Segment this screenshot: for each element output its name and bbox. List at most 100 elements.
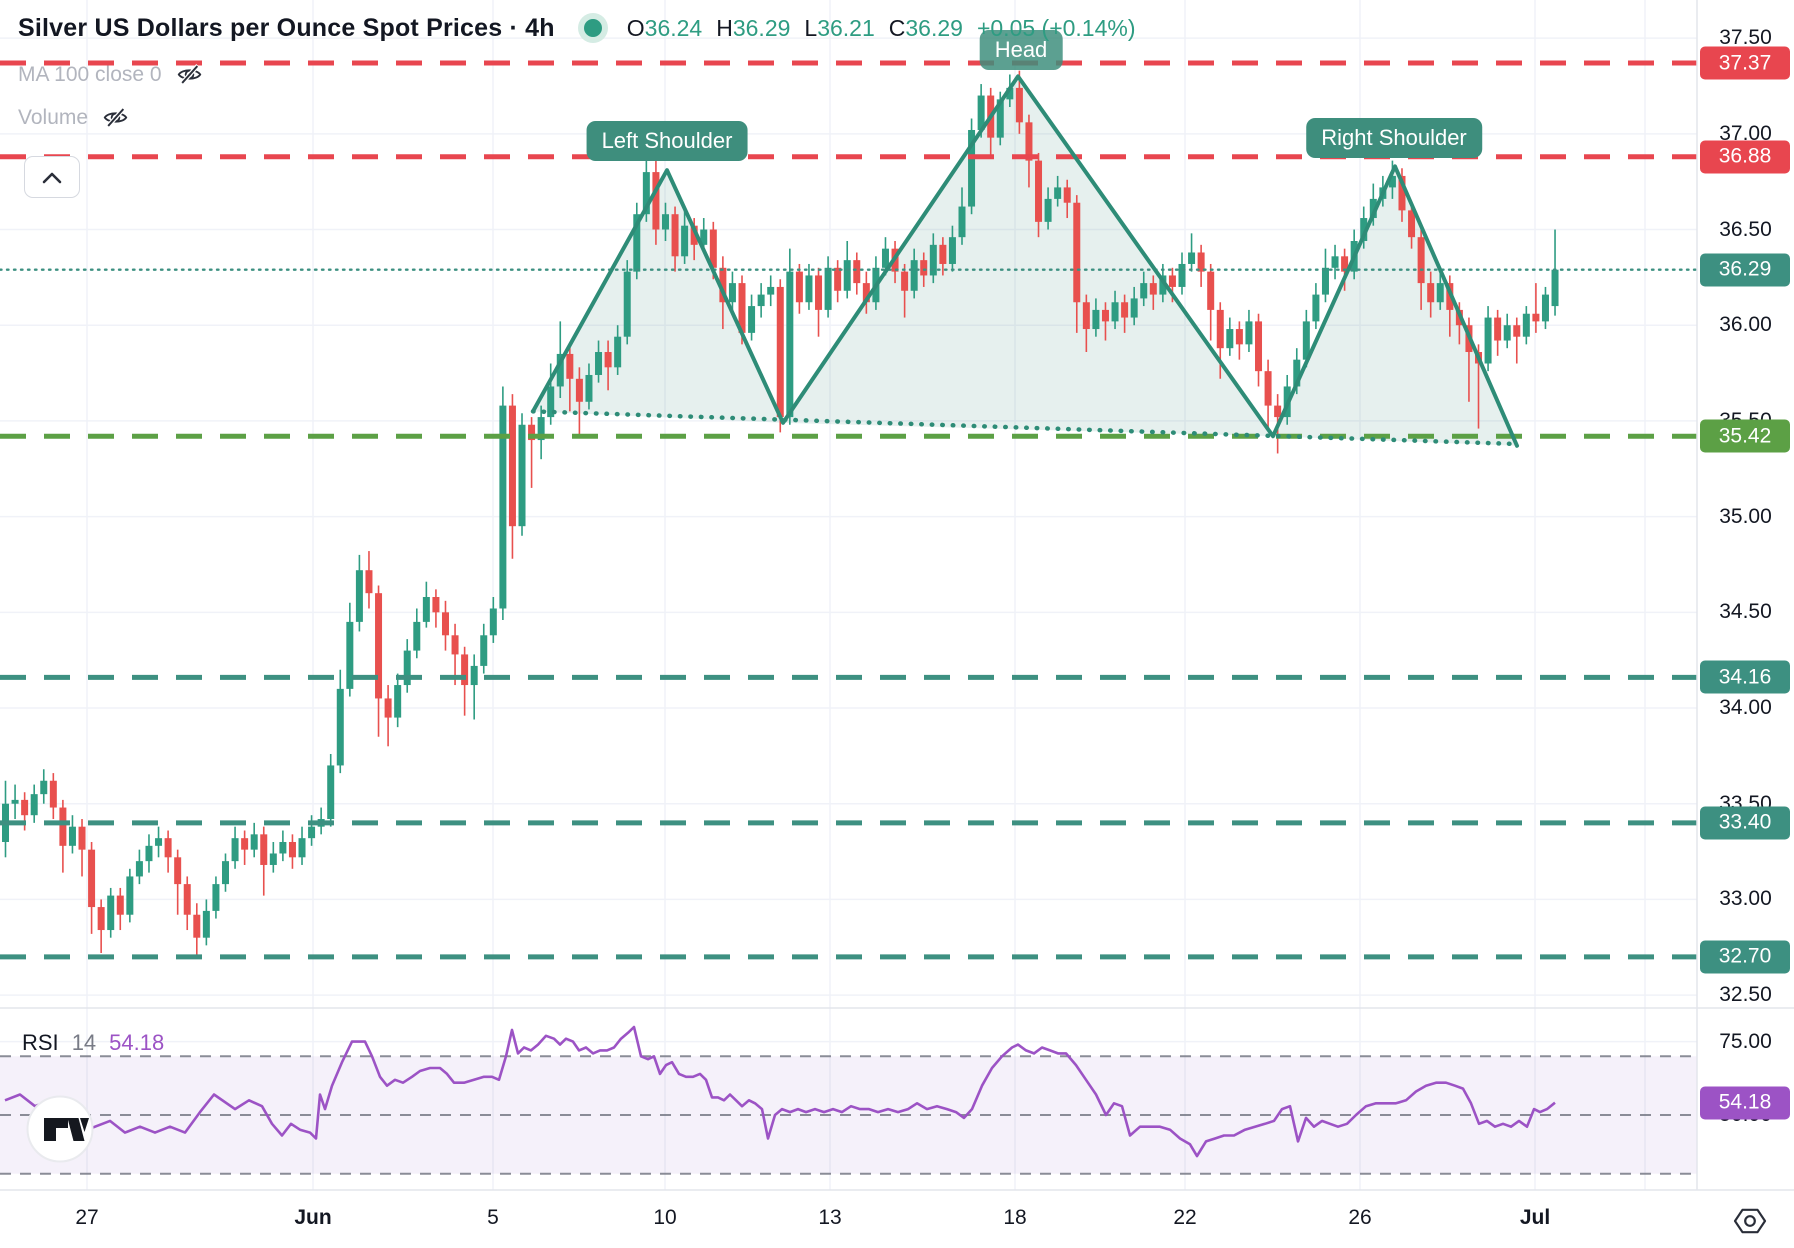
candle (824, 267, 832, 310)
volume-indicator-row: Volume (18, 104, 129, 131)
candle (1427, 283, 1435, 303)
price-tick-label: 34.00 (1719, 696, 1772, 720)
candle (537, 417, 545, 441)
candle (1494, 317, 1502, 341)
candle (394, 685, 402, 718)
right-shoulder-label[interactable]: Right Shoulder (1306, 118, 1482, 158)
candle (709, 229, 717, 268)
symbol-title[interactable]: Silver US Dollars per Ounce Spot Prices … (18, 13, 555, 42)
candle (403, 650, 411, 686)
candle (174, 857, 182, 885)
candle (1331, 256, 1339, 268)
candle (1226, 329, 1234, 349)
left-shoulder-label[interactable]: Left Shoulder (586, 121, 748, 161)
candle (948, 237, 956, 264)
eye-off-icon[interactable] (176, 61, 203, 88)
candle (805, 275, 813, 303)
candle (193, 914, 201, 938)
candle (1207, 271, 1215, 310)
price-tick-label: 37.50 (1719, 26, 1772, 50)
level-price-badge: 32.70 (1700, 940, 1790, 974)
candle (413, 621, 421, 651)
candle (575, 378, 583, 402)
candle (21, 799, 29, 816)
eye-off-icon[interactable] (102, 104, 129, 131)
rsi-legend: RSI 14 54.18 (22, 1030, 164, 1056)
collapse-legend-button[interactable] (24, 156, 80, 198)
candle (327, 765, 335, 820)
candle (968, 129, 976, 207)
candle (279, 841, 287, 854)
price-levels (0, 60, 1699, 960)
time-tick-label: 22 (1173, 1206, 1197, 1229)
candle (1541, 294, 1549, 322)
candle (422, 597, 430, 622)
candle (308, 826, 316, 839)
high-label: H (716, 14, 733, 41)
candle (365, 570, 373, 594)
pane-settings-icon[interactable] (1731, 1203, 1769, 1239)
time-tick-label: 13 (818, 1206, 842, 1229)
rsi-tick-label: 75.00 (1719, 1029, 1772, 1053)
price-tick-label: 36.50 (1719, 217, 1772, 241)
candle (585, 374, 593, 402)
rsi-pane (0, 1025, 1697, 1175)
price-tick-label: 33.00 (1719, 887, 1772, 911)
candle (221, 861, 229, 885)
ohlc-readout: O36.24 H36.29 L36.21 C36.29 +0.05 (+0.14… (627, 15, 1150, 42)
candle (1178, 263, 1186, 287)
ma-label: MA 100 close 0 (18, 62, 162, 86)
candle (1513, 325, 1521, 337)
candle (231, 838, 239, 862)
candle (728, 283, 736, 303)
candle (1360, 218, 1368, 242)
candle (1092, 309, 1100, 330)
change-value: +0.05 (+0.14%) (976, 14, 1136, 41)
candle (1044, 198, 1052, 222)
candle (1006, 87, 1014, 100)
candle (298, 838, 306, 858)
candle (556, 353, 564, 387)
candle (1063, 187, 1071, 203)
candle (1111, 302, 1119, 322)
candle (1293, 359, 1301, 387)
candle (1321, 267, 1329, 295)
time-tick-label: Jun (294, 1206, 332, 1229)
candle (164, 838, 172, 858)
volume-label: Volume (18, 105, 89, 129)
candle (1484, 317, 1492, 364)
candle (489, 608, 497, 636)
candle (40, 780, 48, 795)
candle (690, 225, 698, 245)
tradingview-logo[interactable] (26, 1095, 94, 1163)
candle (1436, 283, 1444, 303)
candle (451, 635, 459, 655)
candle (853, 260, 861, 284)
price-tick-label: 32.50 (1719, 983, 1772, 1007)
current-price-badge: 36.29 (1700, 253, 1790, 287)
candle (59, 807, 67, 846)
candle (11, 799, 19, 804)
candle (910, 260, 918, 291)
candle (633, 214, 641, 272)
candle (815, 275, 823, 310)
candle (480, 635, 488, 666)
head-label[interactable]: Head (979, 30, 1063, 70)
rsi-value: 54.18 (109, 1030, 165, 1055)
candle (1522, 313, 1530, 337)
candle (1101, 309, 1109, 322)
candle (1417, 237, 1425, 284)
candle (355, 570, 363, 622)
rsi-name: RSI (22, 1030, 59, 1055)
candle (145, 845, 153, 862)
candle (107, 895, 115, 931)
candle (78, 826, 86, 850)
candle (1216, 309, 1224, 349)
candle (1073, 202, 1081, 303)
price-tick-label: 37.00 (1719, 121, 1772, 145)
pane-borders (0, 0, 1794, 1191)
candle (929, 244, 937, 276)
candles (2, 70, 1559, 957)
candle (288, 841, 296, 858)
